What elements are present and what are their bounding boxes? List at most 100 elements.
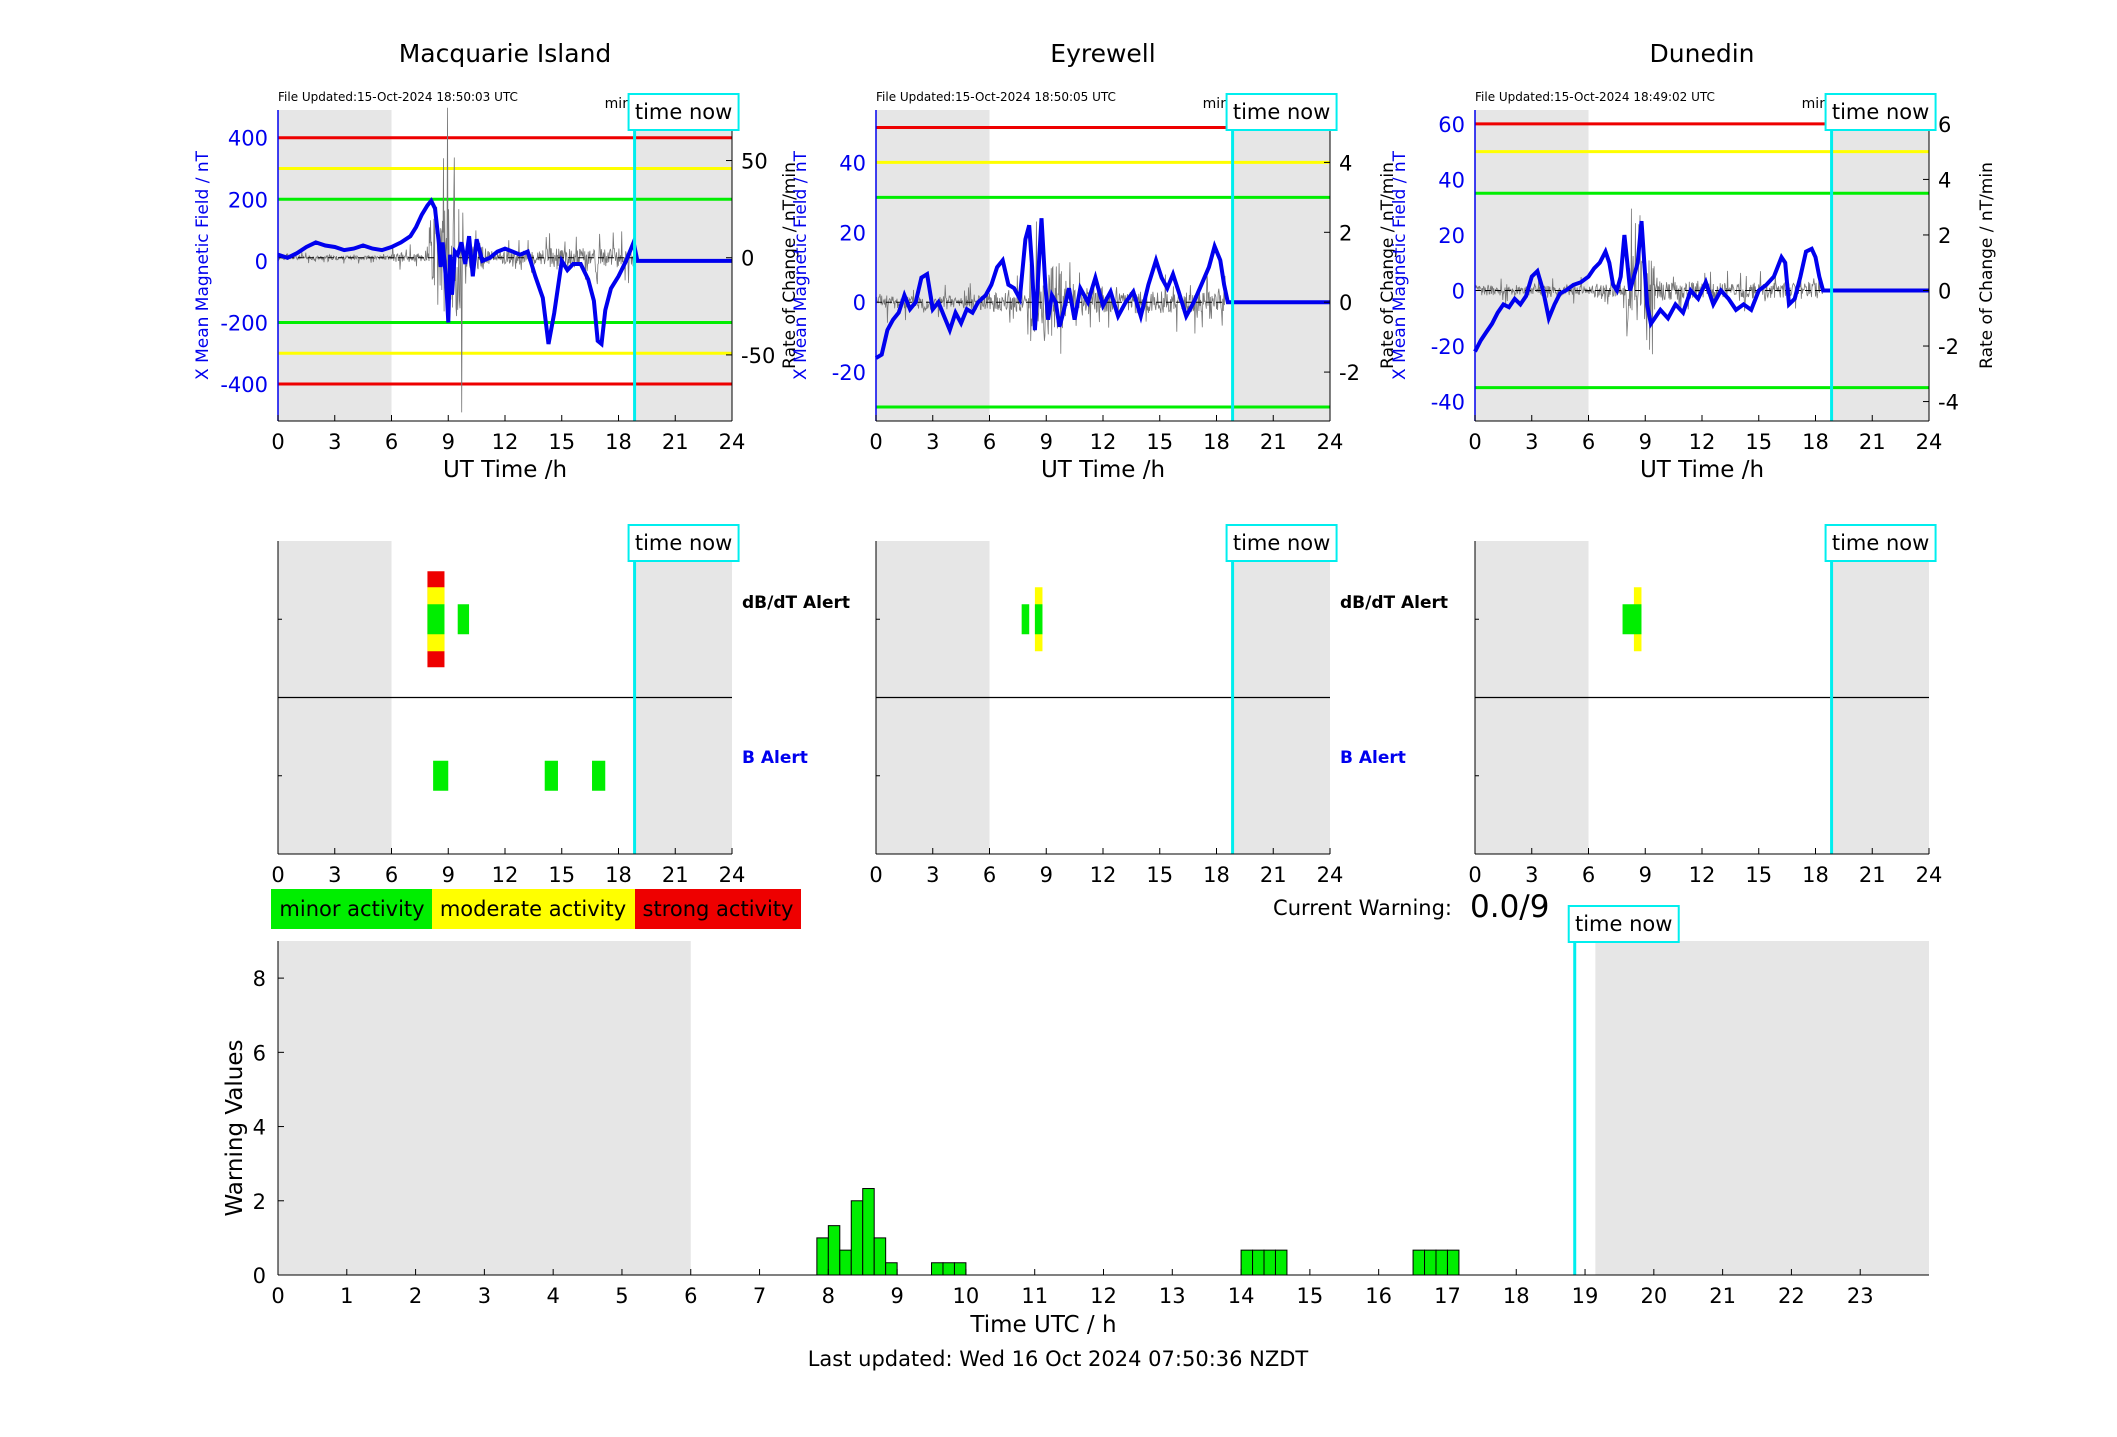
warning-night-shading xyxy=(278,941,691,1275)
station-0-xtick-label: 12 xyxy=(492,430,519,454)
warning-xtick-label: 16 xyxy=(1365,1284,1392,1308)
alert-1-xtick-label: 24 xyxy=(1317,863,1344,887)
station-2-xtick-label: 15 xyxy=(1745,430,1772,454)
warning-xtick-label: 11 xyxy=(1021,1284,1048,1308)
alert-1-time-now-box xyxy=(1225,524,1338,562)
station-1-xtick-label: 15 xyxy=(1146,430,1173,454)
alert-2-xtick-label: 0 xyxy=(1468,863,1481,887)
alert-0-b-green-block xyxy=(544,760,558,791)
warning-xlabel: Time UTC / h xyxy=(969,1312,1116,1338)
alert-1-xtick-label: 6 xyxy=(983,863,996,887)
station-1-xtick-label: 6 xyxy=(983,430,996,454)
warning-xtick-label: 12 xyxy=(1090,1284,1117,1308)
station-0-xtick-label: 15 xyxy=(548,430,575,454)
station-0-time-now-box xyxy=(627,93,740,131)
station-1-xtick-label: 9 xyxy=(1040,430,1053,454)
station-2-ylabel-right: Rate of Change / nT/min xyxy=(1977,162,1997,369)
station-2-ytick-right-label: -2 xyxy=(1938,335,1959,359)
alert-2-xtick-label: 9 xyxy=(1639,863,1652,887)
station-1-time-now-box xyxy=(1225,93,1338,131)
station-1-xtick-label: 18 xyxy=(1203,430,1230,454)
alert-0-dbdt-green-block xyxy=(427,604,445,635)
station-1-ytick-right-label: 0 xyxy=(1339,291,1352,315)
station-2-xtick-label: 21 xyxy=(1859,430,1886,454)
warning-xtick-label: 6 xyxy=(684,1284,697,1308)
legend-minor-swatch xyxy=(271,889,432,929)
warning-ytick-label: 2 xyxy=(253,1190,266,1214)
station-1-field-series xyxy=(874,218,1330,360)
station-2-time-now-label: time now xyxy=(1832,100,1929,124)
warning-xtick-label: 22 xyxy=(1778,1284,1805,1308)
alert-0-xtick-label: 6 xyxy=(385,863,398,887)
station-0-xtick-label: 0 xyxy=(271,430,284,454)
warning-xtick-label: 17 xyxy=(1434,1284,1461,1308)
station-0-xtick-label: 18 xyxy=(605,430,632,454)
station-2-xtick-label: 9 xyxy=(1639,430,1652,454)
warning-night-shading xyxy=(1595,941,1929,1275)
station-0-xtick-label: 6 xyxy=(385,430,398,454)
alert-1-dbdt-green-block xyxy=(1034,604,1043,635)
station-2-ytick-left-label: 40 xyxy=(1438,168,1465,192)
warning-time-now-box xyxy=(1567,905,1680,943)
alert-0-xtick-label: 3 xyxy=(328,863,341,887)
warning-xtick-label: 19 xyxy=(1572,1284,1599,1308)
warning-bar xyxy=(942,1262,955,1276)
station-0-line-chart: -400 -200 0 200 400 -50 0 50 UT Time /h Macquarie… xyxy=(193,39,800,483)
warning-bar xyxy=(931,1262,944,1276)
alert-2-xtick-label: 24 xyxy=(1916,863,1943,887)
alert-0-b-green-block xyxy=(433,760,449,791)
warning-xtick-label: 1 xyxy=(340,1284,353,1308)
alert-1-xtick-label: 18 xyxy=(1203,863,1230,887)
station-2-ytick-right-label: 4 xyxy=(1938,168,1951,192)
station-1-xtick-label: 24 xyxy=(1317,430,1344,454)
warning-ytick-label: 6 xyxy=(253,1041,266,1065)
warning-ytick-label: 4 xyxy=(253,1116,266,1140)
station-0-ytick-right-label: 50 xyxy=(741,150,768,174)
station-1-xlabel: UT Time /h xyxy=(1041,457,1165,483)
warning-ylabel: Warning Values xyxy=(222,1039,248,1216)
station-0-xtick-label: 3 xyxy=(328,430,341,454)
current-warning-value: 0.0/9 xyxy=(1470,889,1549,925)
warning-xtick-label: 3 xyxy=(478,1284,491,1308)
alert-2-xtick-label: 18 xyxy=(1802,863,1829,887)
station-0-ytick-right-label: -50 xyxy=(741,344,775,368)
station-1-ytick-right-label: -2 xyxy=(1339,361,1360,385)
warning-time-now-label: time now xyxy=(1575,912,1672,936)
station-1-ytick-left-label: 0 xyxy=(853,291,866,315)
alert-1-xtick-label: 9 xyxy=(1040,863,1053,887)
station-2-ylabel-left: X Mean Magnetic Field / nT xyxy=(1390,150,1410,380)
station-1-ytick-left-label: 20 xyxy=(839,221,866,245)
warning-bar xyxy=(839,1249,852,1276)
legend-strong-label: strong activity xyxy=(643,897,794,921)
warning-xtick-label: 14 xyxy=(1228,1284,1255,1308)
warning-xtick-label: 2 xyxy=(409,1284,422,1308)
station-1-xtick-label: 12 xyxy=(1090,430,1117,454)
alert-2-xtick-label: 3 xyxy=(1525,863,1538,887)
warning-bar xyxy=(1252,1249,1265,1276)
station-2-xtick-label: 6 xyxy=(1582,430,1595,454)
station-0-file-updated: File Updated:15-Oct-2024 18:50:03 UTC xyxy=(278,90,518,104)
station-0-time-now-label: time now xyxy=(635,100,732,124)
alert-0-b-label: B Alert xyxy=(742,748,808,768)
station-0-rate-series xyxy=(277,107,636,413)
warning-bar-chart: 0 2 4 6 8 Time UTC / h Warning Values xyxy=(222,941,1929,1338)
alert-0-xtick-label: 12 xyxy=(492,863,519,887)
station-0-night-shading xyxy=(635,110,732,421)
alert-0-xtick-label: 0 xyxy=(271,863,284,887)
station-2-ytick-left-label: 20 xyxy=(1438,224,1465,248)
alert-1-dbdt-green-block xyxy=(1021,604,1030,635)
station-2-ytick-right-label: -4 xyxy=(1938,391,1959,415)
station-2-xtick-label: 18 xyxy=(1802,430,1829,454)
alert-0-strip: dB/dT Alert B Alert xyxy=(277,541,850,855)
alert-1-xtick-label: 12 xyxy=(1090,863,1117,887)
warning-bar xyxy=(873,1237,887,1276)
warning-xtick-label: 13 xyxy=(1159,1284,1186,1308)
current-warning-label: Current Warning: xyxy=(1273,896,1452,920)
station-0-xtick-label: 24 xyxy=(719,430,746,454)
alert-1-xtick-label: 3 xyxy=(926,863,939,887)
station-0-ylabel-left: X Mean Magnetic Field / nT xyxy=(193,150,213,380)
station-0-title: Macquarie Island xyxy=(399,39,612,68)
warning-xtick-label: 20 xyxy=(1640,1284,1667,1308)
legend: minor activity moderate activity strong … xyxy=(271,889,801,929)
alert-0-xtick-label: 24 xyxy=(719,863,746,887)
